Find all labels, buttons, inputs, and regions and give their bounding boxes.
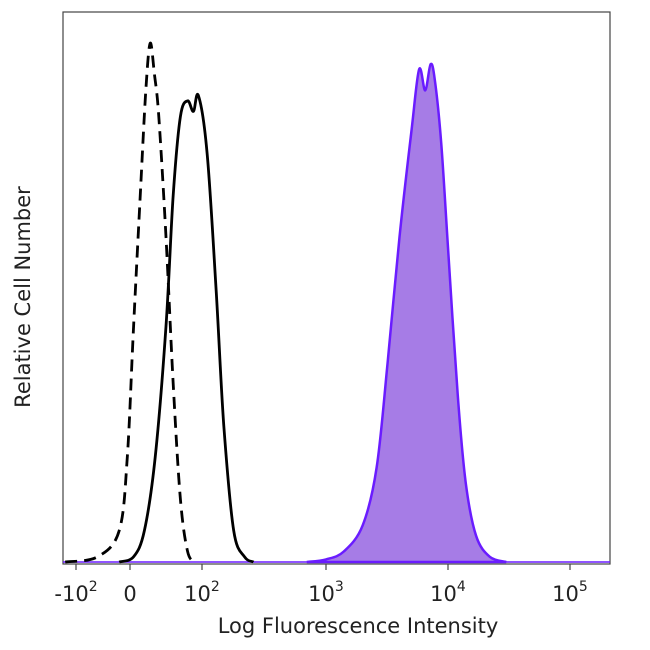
x-tick-label: 102 xyxy=(184,579,220,606)
series-filled-histogram xyxy=(306,62,507,564)
x-tick-label: 103 xyxy=(308,579,344,606)
x-tick-label: 0 xyxy=(123,582,136,606)
series-solid-histogram xyxy=(118,92,255,564)
x-tick-label: 105 xyxy=(552,579,588,606)
y-axis-title: Relative Cell Number xyxy=(11,186,35,408)
series-dashed-histogram xyxy=(64,41,196,564)
x-axis-ticks: -102 0 102 103 104 105 xyxy=(54,564,588,606)
series-layer xyxy=(63,41,610,564)
x-tick-label: -102 xyxy=(54,579,97,606)
x-axis-title: Log Fluorescence Intensity xyxy=(218,614,499,638)
x-tick-label: 104 xyxy=(430,579,466,606)
